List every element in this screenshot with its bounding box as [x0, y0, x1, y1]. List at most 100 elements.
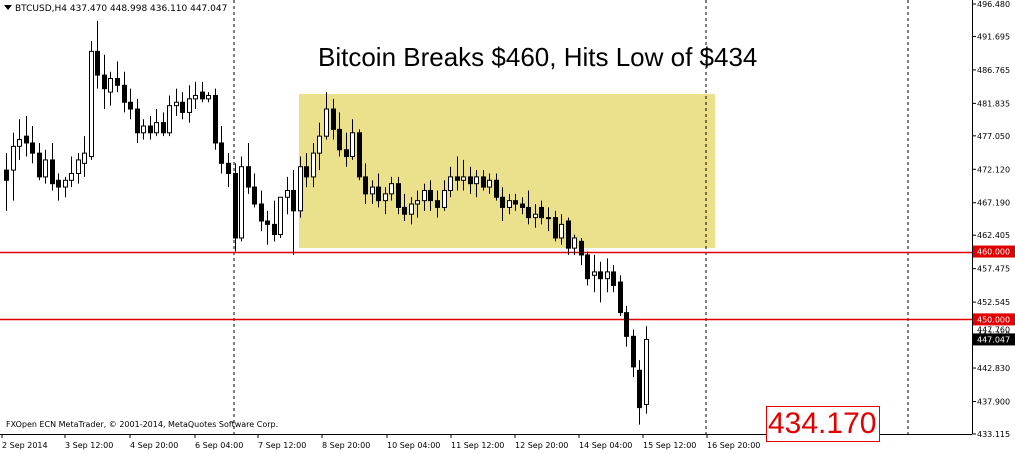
candle-body-bull	[108, 78, 113, 93]
candle	[644, 326, 649, 414]
candle	[317, 122, 322, 171]
candle	[389, 176, 394, 201]
candle-body-bear	[30, 142, 35, 154]
candle	[474, 170, 479, 198]
candle-body-bull	[474, 176, 479, 185]
candle	[278, 196, 283, 238]
candle-body-bear	[579, 240, 584, 256]
candle-body-bear	[553, 217, 558, 239]
candle	[141, 119, 146, 140]
candle-body-bear	[4, 169, 9, 181]
symbol-line: BTCUSD,H4 437.470 448.998 436.110 447.04…	[15, 4, 228, 14]
candle	[24, 115, 29, 157]
candle-body-bull	[592, 271, 597, 276]
x-tick-label: 4 Sep 20:00	[130, 441, 178, 450]
candle-body-bear	[56, 179, 61, 188]
price-levels	[0, 251, 972, 321]
candle	[180, 92, 185, 120]
level-price-tag-label: 460.000	[977, 248, 1010, 257]
candle	[520, 197, 525, 215]
candle	[468, 166, 473, 194]
x-tick-label: 8 Sep 20:00	[322, 441, 370, 450]
candle-body-bull	[487, 179, 492, 188]
candle-body-bull	[76, 159, 81, 175]
candle-body-bull	[174, 101, 179, 107]
candle-body-bear	[598, 271, 603, 280]
candle-body-bull	[559, 223, 564, 239]
candle	[553, 210, 558, 242]
candle	[122, 71, 127, 113]
candle-body-bull	[89, 50, 94, 158]
candle-body-bull	[415, 200, 420, 205]
candle-body-bull	[69, 173, 74, 181]
candle-body-bull	[572, 237, 577, 249]
candle-body-bear	[435, 200, 440, 208]
y-tick-label: 486.765	[977, 66, 1010, 75]
candle-body-bear	[539, 206, 544, 219]
candle	[95, 20, 100, 89]
candle-body-bull	[285, 189, 290, 198]
candle-body-bear	[252, 186, 257, 205]
candle	[311, 142, 316, 188]
candle	[442, 180, 447, 211]
y-tick-label: 477.050	[977, 132, 1010, 141]
candle-body-bear	[233, 173, 238, 239]
candle-body-bull	[605, 271, 610, 280]
candle	[37, 142, 42, 181]
candle	[161, 112, 166, 137]
x-tick-label: 2 Sep 2014	[2, 441, 48, 450]
candle	[239, 156, 244, 242]
candle-body-bull	[370, 186, 375, 195]
candle-body-bull	[317, 135, 322, 154]
current-price-tag	[973, 333, 1015, 346]
candle	[357, 129, 362, 181]
current-price-tag-label: 447.047	[977, 335, 1010, 344]
candle-body-bear	[259, 203, 264, 222]
candle	[50, 142, 55, 191]
candle-body-bull	[63, 179, 68, 188]
low-annotation-label: 434.170	[768, 407, 877, 440]
candle	[559, 214, 564, 245]
candle	[193, 81, 198, 110]
candle	[624, 305, 629, 347]
candle	[265, 210, 270, 245]
candle	[82, 136, 87, 177]
candle	[566, 217, 571, 255]
candle-body-bear	[513, 200, 518, 205]
candle	[154, 109, 159, 137]
candle-body-bull	[278, 196, 283, 236]
candle-body-bear	[161, 122, 166, 134]
candle	[376, 173, 381, 208]
candle	[455, 156, 460, 191]
x-tick-label: 10 Sep 04:00	[387, 441, 440, 450]
x-tick-label: 12 Sep 20:00	[515, 441, 568, 450]
candle-body-bull	[324, 108, 329, 137]
y-tick-label: 462.405	[977, 231, 1010, 240]
candle	[69, 156, 74, 188]
candle-body-bear	[200, 91, 205, 100]
candle	[618, 275, 623, 316]
x-tick-label: 16 Sep 20:00	[707, 441, 760, 450]
candle-body-bull	[461, 176, 466, 181]
level-price-tag	[973, 245, 1015, 258]
candle-body-bear	[272, 223, 277, 236]
candle	[148, 115, 153, 140]
candle-body-bull	[533, 213, 538, 219]
candle-body-bear	[402, 206, 407, 215]
y-tick-label: 496.480	[977, 0, 1010, 9]
candle-body-bull	[187, 98, 192, 113]
candle	[135, 98, 140, 143]
candle-body-bear	[428, 189, 433, 202]
x-tick-label: 3 Sep 12:00	[65, 441, 113, 450]
candle	[187, 85, 192, 123]
x-tick-label: 11 Sep 12:00	[451, 441, 504, 450]
candle	[17, 119, 22, 160]
candle	[30, 126, 35, 164]
candle-body-bear	[344, 149, 349, 158]
candle	[402, 193, 407, 222]
candle	[546, 207, 551, 232]
candle	[76, 153, 81, 184]
candle	[246, 142, 251, 194]
candle-body-bear	[585, 254, 590, 280]
candle-body-bull	[350, 132, 355, 158]
